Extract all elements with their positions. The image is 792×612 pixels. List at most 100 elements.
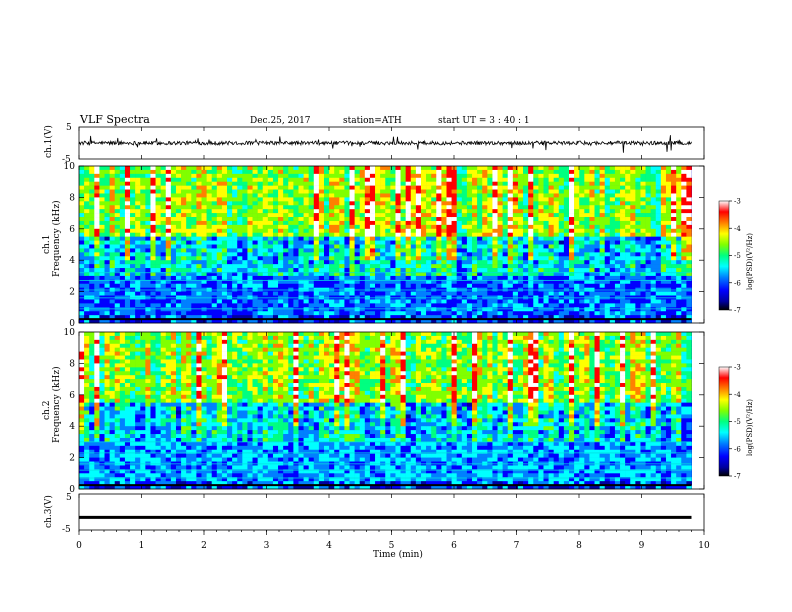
spectrogram-cell — [599, 252, 606, 257]
spectrogram-cell — [232, 283, 238, 288]
spectrogram-cell — [79, 197, 85, 202]
spectrogram-cell — [400, 264, 406, 269]
spectrogram-cell — [584, 220, 590, 226]
spectrogram-cell — [517, 252, 524, 257]
spectrogram-cell — [252, 169, 258, 175]
spectrogram-cell — [165, 252, 172, 257]
spectrogram-cell — [135, 173, 141, 179]
spectrogram-cell — [558, 185, 565, 190]
spectrogram-cell — [461, 271, 468, 277]
spectrogram-cell — [589, 240, 595, 245]
spectrogram-cell — [369, 252, 376, 257]
spectrogram-cell — [308, 268, 315, 273]
spectrogram-cell — [441, 201, 447, 206]
spectrogram-cell — [288, 307, 294, 312]
spectrogram-cell — [671, 252, 677, 257]
spectrogram-cell — [507, 217, 514, 222]
spectrogram-cell — [543, 220, 549, 226]
spectrogram-cell — [206, 232, 212, 237]
spectrogram-cell — [400, 240, 406, 245]
spectrogram-cell — [436, 220, 442, 226]
spectrogram-cell — [242, 271, 248, 277]
spectrogram-cell — [135, 307, 141, 312]
spectrogram-cell — [400, 252, 406, 257]
spectrogram-cell — [686, 271, 692, 277]
spectrogram-cell — [170, 315, 177, 320]
spectrogram-cell — [257, 279, 264, 285]
spectrogram-cell — [446, 217, 452, 222]
spectrogram-cell — [671, 217, 677, 222]
spectrogram-cell — [313, 311, 320, 316]
spectrogram-cell — [186, 205, 192, 210]
spectrogram-cell — [410, 228, 417, 234]
spectrogram-cell — [216, 260, 223, 265]
spectrogram-cell — [650, 173, 657, 179]
spectrogram-cell — [196, 275, 202, 281]
spectrogram-cell — [492, 268, 498, 273]
spectrogram-cell — [160, 201, 167, 206]
spectrogram-cell — [109, 283, 116, 288]
spectrogram-cell — [175, 268, 182, 273]
spectrogram-cell — [267, 205, 274, 210]
spectrogram-cell — [354, 319, 361, 324]
spectrogram-cell — [221, 315, 228, 320]
spectrogram-cell — [339, 205, 345, 210]
spectrogram-cell — [262, 166, 269, 171]
spectrogram-cell — [390, 169, 396, 175]
spectrogram-cell — [349, 315, 355, 320]
spectrogram-cell — [237, 185, 243, 190]
spectrogram-cell — [538, 236, 544, 241]
spectrogram-cell — [201, 299, 207, 304]
spectrogram-cell — [160, 311, 167, 316]
spectrogram-cell — [104, 240, 110, 245]
spectrogram-cell — [466, 279, 473, 285]
spectrogram-cell — [563, 205, 570, 210]
spectrogram-cell — [681, 220, 687, 226]
spectrogram-cell — [135, 275, 141, 281]
spectrogram-cell — [523, 244, 529, 249]
spectrogram-cell — [130, 244, 136, 249]
spectrogram-cell — [293, 217, 299, 222]
spectrogram-cell — [502, 291, 509, 296]
spectrogram-cell — [645, 268, 651, 273]
spectrogram-cell — [237, 275, 243, 281]
spectrogram-cell — [497, 264, 503, 269]
spectrogram-cell — [303, 169, 309, 175]
spectrogram-cell — [620, 268, 626, 273]
spectrogram-cell — [339, 213, 345, 218]
spectrogram-cell — [431, 166, 437, 171]
spectrogram-cell — [303, 201, 309, 206]
spectrogram-cell — [420, 166, 427, 171]
spectrogram-cell — [420, 209, 427, 214]
spectrogram-cell — [196, 271, 202, 277]
spectrogram-cell — [140, 173, 146, 179]
spectrogram-cell — [211, 236, 218, 241]
spectrogram-cell — [410, 224, 417, 230]
spectrogram-cell — [625, 173, 631, 179]
spectrogram-cell — [278, 264, 284, 269]
spectrogram-cell — [237, 213, 243, 218]
spectrogram-cell — [594, 213, 600, 218]
spectrogram-cell — [201, 189, 207, 194]
spectrogram-cell — [584, 173, 590, 179]
spectrogram-cell — [84, 185, 90, 190]
spectrogram-cell — [79, 201, 85, 206]
spectrogram-cell — [420, 244, 427, 249]
spectrogram-cell — [630, 217, 636, 222]
spectrogram-cell — [303, 260, 309, 265]
spectrogram-cell — [380, 193, 386, 198]
spectrogram-cell — [640, 319, 646, 324]
spectrogram-cell — [676, 319, 682, 324]
spectrogram-cell — [461, 299, 468, 304]
spectrogram-cell — [584, 177, 590, 182]
spectrogram-cell — [211, 279, 218, 285]
spectrogram-cell — [533, 201, 539, 206]
spectrogram-cell — [385, 248, 391, 253]
spectrogram-cell — [175, 205, 182, 210]
spectrogram-cell — [441, 252, 447, 257]
spectrogram-cell — [124, 189, 131, 194]
spectrogram-cell — [114, 236, 121, 241]
spectrogram-cell — [94, 343, 100, 348]
spectrogram-cell — [604, 315, 611, 320]
spectrogram-cell — [267, 177, 274, 182]
